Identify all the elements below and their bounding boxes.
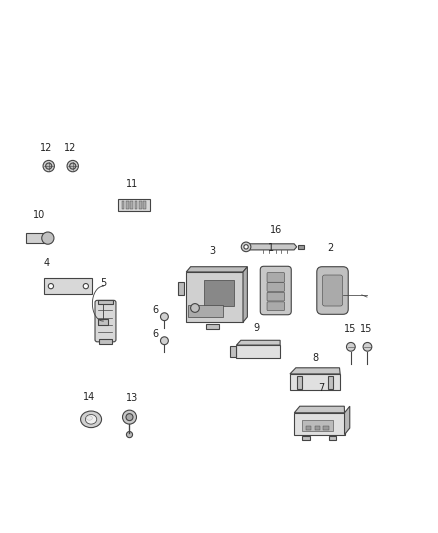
Bar xyxy=(290,374,340,391)
Circle shape xyxy=(70,163,76,169)
Ellipse shape xyxy=(81,411,102,427)
Text: 15: 15 xyxy=(344,324,356,334)
Text: 7: 7 xyxy=(318,383,325,393)
Circle shape xyxy=(46,163,52,169)
Bar xyxy=(139,201,142,209)
Circle shape xyxy=(83,284,88,289)
Bar xyxy=(126,201,129,209)
Text: 6: 6 xyxy=(152,329,159,340)
FancyBboxPatch shape xyxy=(95,300,116,342)
Bar xyxy=(98,300,113,304)
Text: 3: 3 xyxy=(209,246,215,256)
Text: 12: 12 xyxy=(40,143,53,153)
Bar xyxy=(131,201,133,209)
Bar xyxy=(302,436,310,440)
Bar xyxy=(99,340,112,344)
Polygon shape xyxy=(250,244,297,250)
FancyBboxPatch shape xyxy=(260,266,291,315)
Circle shape xyxy=(123,410,137,424)
Circle shape xyxy=(160,337,168,345)
Bar xyxy=(206,324,219,329)
Polygon shape xyxy=(345,406,350,434)
FancyBboxPatch shape xyxy=(317,266,348,314)
Bar xyxy=(44,278,92,294)
Text: 12: 12 xyxy=(64,143,77,153)
Circle shape xyxy=(244,245,248,249)
Bar xyxy=(186,272,243,322)
Bar xyxy=(302,421,332,431)
Text: 13: 13 xyxy=(126,393,138,403)
Bar xyxy=(26,233,46,243)
Bar xyxy=(204,280,234,306)
Text: 4: 4 xyxy=(43,258,49,268)
Circle shape xyxy=(48,284,53,289)
Text: 1: 1 xyxy=(268,244,275,253)
Circle shape xyxy=(42,232,54,244)
FancyBboxPatch shape xyxy=(322,275,343,306)
Polygon shape xyxy=(294,406,345,413)
Circle shape xyxy=(160,313,168,321)
Bar xyxy=(297,376,302,389)
Bar xyxy=(294,413,345,434)
Bar xyxy=(314,426,320,430)
Text: 14: 14 xyxy=(83,392,95,402)
Bar xyxy=(298,245,304,248)
Text: 8: 8 xyxy=(312,352,318,362)
Circle shape xyxy=(241,242,251,252)
Text: 16: 16 xyxy=(270,224,282,235)
Circle shape xyxy=(126,414,133,421)
Text: 6: 6 xyxy=(152,305,159,316)
Polygon shape xyxy=(290,368,340,374)
Circle shape xyxy=(363,343,372,351)
Bar xyxy=(144,201,146,209)
Bar xyxy=(323,426,328,430)
FancyBboxPatch shape xyxy=(267,302,285,311)
Polygon shape xyxy=(186,266,247,272)
Bar xyxy=(328,436,336,440)
Circle shape xyxy=(43,160,54,172)
Bar xyxy=(99,319,108,325)
Text: 5: 5 xyxy=(100,278,106,288)
Ellipse shape xyxy=(85,415,97,424)
Ellipse shape xyxy=(86,416,92,420)
Text: 11: 11 xyxy=(126,179,138,189)
FancyBboxPatch shape xyxy=(267,292,285,301)
Bar xyxy=(135,201,138,209)
Bar xyxy=(118,199,150,212)
Circle shape xyxy=(67,160,78,172)
Polygon shape xyxy=(237,340,280,345)
Bar xyxy=(122,201,124,209)
Bar xyxy=(178,282,184,295)
Circle shape xyxy=(346,343,355,351)
Bar xyxy=(188,305,223,317)
Circle shape xyxy=(191,304,199,312)
Bar xyxy=(237,345,280,358)
Text: 9: 9 xyxy=(253,324,259,333)
Bar xyxy=(230,346,236,357)
Text: 10: 10 xyxy=(33,210,45,220)
Bar xyxy=(306,426,311,430)
Circle shape xyxy=(127,432,133,438)
Polygon shape xyxy=(243,266,247,322)
FancyBboxPatch shape xyxy=(267,272,285,282)
Bar xyxy=(328,376,333,389)
Text: 15: 15 xyxy=(360,324,373,334)
FancyBboxPatch shape xyxy=(267,282,285,292)
Text: 2: 2 xyxy=(327,244,333,253)
